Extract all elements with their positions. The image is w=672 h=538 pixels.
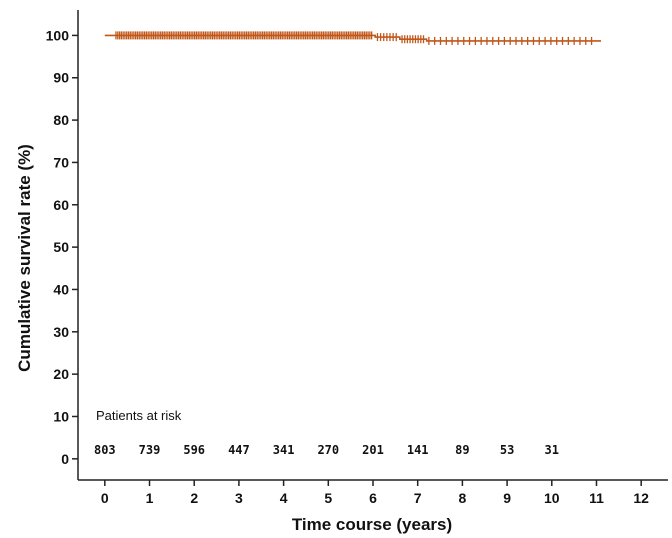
x-tick-label: 12 [633,490,649,506]
y-tick-label: 90 [53,70,69,86]
y-tick-label: 80 [53,112,69,128]
risk-count: 141 [407,443,429,457]
risk-count: 803 [94,443,116,457]
x-tick-label: 8 [458,490,466,506]
series-layer [104,31,601,45]
y-ticks: 0 10 20 30 40 50 60 70 80 90 100 [46,27,78,467]
survival-curve [104,34,601,42]
x-tick-label: 1 [146,490,154,506]
risk-count: 447 [228,443,250,457]
risk-count: 270 [317,443,339,457]
risk-count: 31 [545,443,559,457]
y-tick-label: 20 [53,366,69,382]
x-tick-label: 2 [190,490,198,506]
x-tick-label: 9 [503,490,511,506]
y-tick-label: 0 [61,451,69,467]
risk-table-title: Patients at risk [96,408,182,423]
risk-count: 341 [273,443,295,457]
y-axis-title: Cumulative survival rate (%) [15,144,34,372]
risk-table: Patients at risk 803 739 596 447 341 270 201 14… [94,408,559,457]
y-tick-label: 100 [46,27,70,43]
x-tick-label: 5 [324,490,332,506]
y-tick-label: 60 [53,197,69,213]
x-tick-label: 6 [369,490,377,506]
x-ticks: 0 1 2 3 4 5 6 7 8 9 10 11 12 [101,480,649,506]
y-tick-label: 30 [53,324,69,340]
x-tick-label: 10 [544,490,560,506]
x-tick-label: 3 [235,490,243,506]
risk-count: 89 [455,443,469,457]
x-tick-label: 11 [589,490,604,506]
x-tick-label: 4 [280,490,288,506]
y-tick-label: 50 [53,239,69,255]
x-tick-label: 7 [414,490,422,506]
x-tick-label: 0 [101,490,109,506]
risk-count: 201 [362,443,384,457]
risk-count: 53 [500,443,514,457]
y-tick-label: 70 [53,154,69,170]
y-tick-label: 40 [53,281,69,297]
x-axis-title: Time course (years) [292,515,452,534]
risk-count: 739 [139,443,161,457]
y-tick-label: 10 [53,408,69,424]
risk-count: 596 [183,443,205,457]
